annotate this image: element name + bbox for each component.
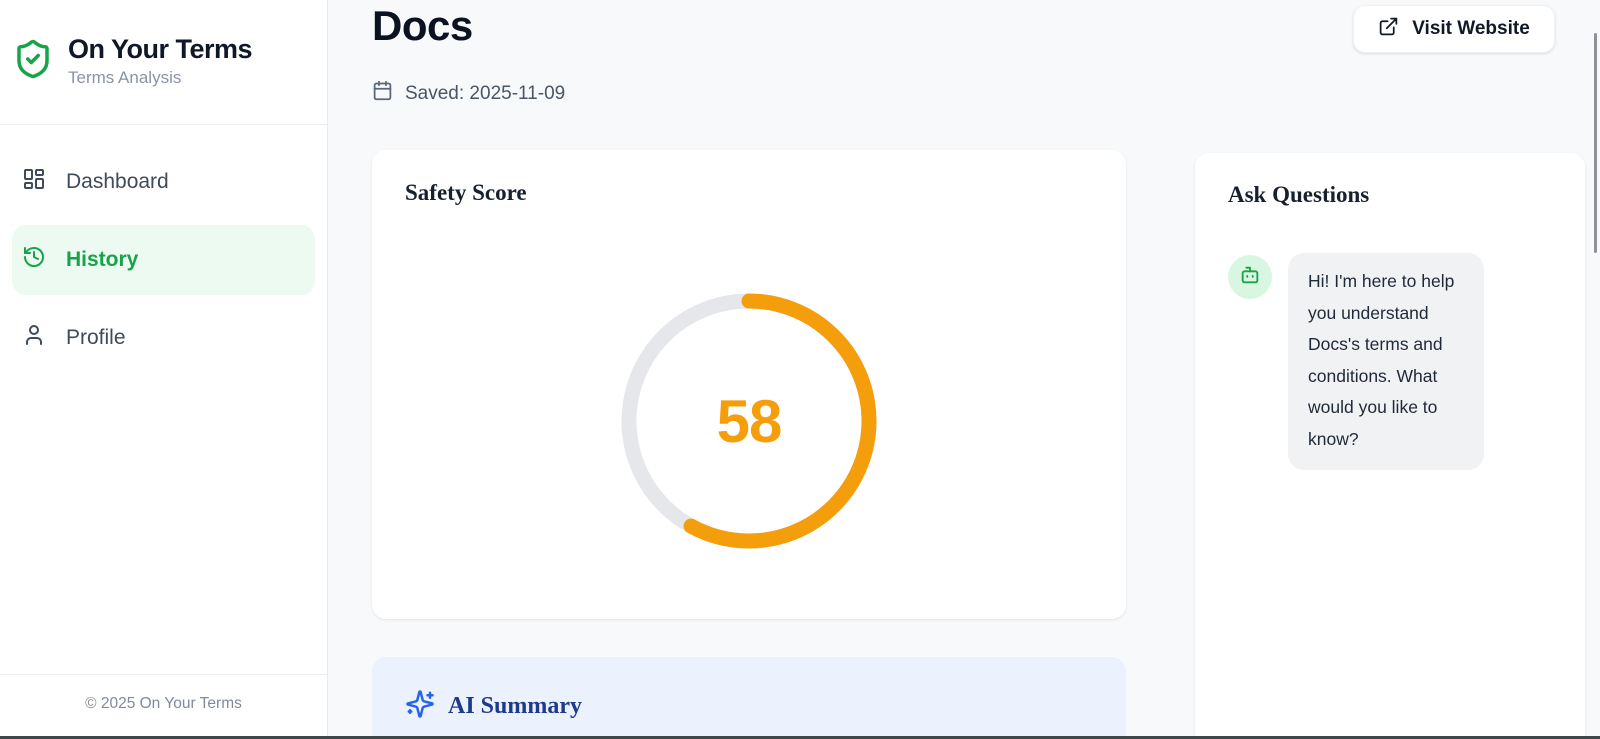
ask-questions-card: Ask Questions Hi! I'm here to help you u… xyxy=(1195,153,1585,739)
visit-website-button[interactable]: Visit Website xyxy=(1353,5,1555,53)
app-name: On Your Terms xyxy=(68,34,253,64)
external-link-icon xyxy=(1378,16,1399,43)
sidebar-nav: Dashboard History Profile xyxy=(0,125,327,373)
visit-website-label: Visit Website xyxy=(1412,18,1530,39)
sidebar: On Your Terms Terms Analysis Dashboard H… xyxy=(0,0,328,739)
history-icon xyxy=(22,245,46,275)
page-title: Docs xyxy=(372,2,473,49)
safety-score-value: 58 xyxy=(716,387,783,455)
sparkles-icon xyxy=(405,689,435,724)
calendar-icon xyxy=(372,80,393,107)
ask-questions-title: Ask Questions xyxy=(1228,182,1370,207)
ai-summary-title: AI Summary xyxy=(448,693,583,719)
sidebar-footer: © 2025 On Your Terms xyxy=(0,674,327,739)
gauge-progress xyxy=(621,293,877,549)
main-content: Docs Saved: 2025-11-09 Visit Website Saf… xyxy=(328,0,1600,739)
sidebar-item-label: Dashboard xyxy=(66,170,169,193)
sidebar-item-profile[interactable]: Profile xyxy=(12,303,315,373)
bot-message: Hi! I'm here to help you understand Docs… xyxy=(1288,253,1484,470)
safety-score-gauge: 58 xyxy=(614,286,884,556)
bot-avatar xyxy=(1228,255,1272,299)
bot-icon xyxy=(1239,264,1261,291)
window-bottom-edge xyxy=(0,736,1600,739)
app-logo: On Your Terms Terms Analysis xyxy=(0,0,327,125)
ai-summary-card: AI Summary xyxy=(372,657,1126,739)
vertical-scrollbar[interactable] xyxy=(1594,33,1597,253)
user-icon xyxy=(22,323,46,353)
sidebar-item-dashboard[interactable]: Dashboard xyxy=(12,147,315,217)
safety-score-card: Safety Score 58 xyxy=(372,150,1126,619)
sidebar-item-history[interactable]: History xyxy=(12,225,315,295)
safety-score-title: Safety Score xyxy=(405,180,527,205)
app-tagline: Terms Analysis xyxy=(68,68,182,87)
dashboard-icon xyxy=(22,167,46,197)
shield-check-icon xyxy=(12,36,54,87)
saved-date-label: Saved: 2025-11-09 xyxy=(405,82,566,104)
sidebar-item-label: Profile xyxy=(66,326,126,349)
saved-date: Saved: 2025-11-09 xyxy=(372,80,565,107)
sidebar-item-label: History xyxy=(66,248,139,271)
